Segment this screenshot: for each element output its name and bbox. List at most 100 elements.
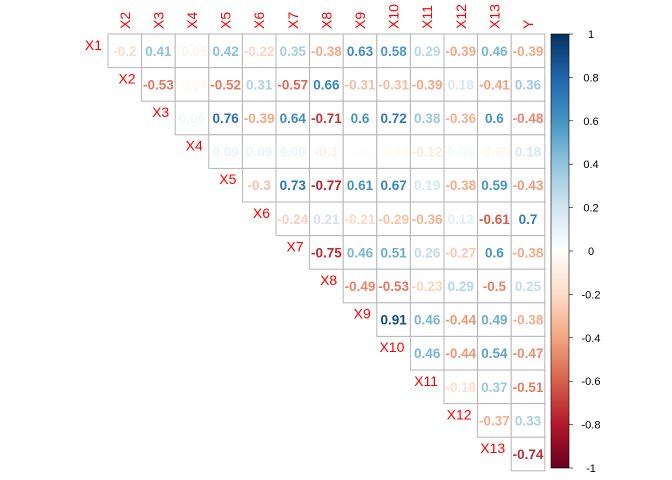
cell-value-x7-x9: 0.46: [347, 245, 374, 260]
cell-value-x11-x12: -0.18: [445, 380, 476, 395]
row-label-x10: X10: [379, 339, 404, 355]
cell-value-x1-x9: 0.63: [347, 44, 374, 59]
cell-value-x3-x13: 0.6: [485, 111, 504, 126]
cell-x3-x5: [208, 100, 243, 136]
cell-value-x5-x9: 0.61: [347, 178, 374, 193]
cell-value-x1-y: -0.39: [513, 44, 544, 59]
colorbar-tick-label: -0.8: [582, 420, 601, 432]
column-label-x9: X9: [352, 12, 368, 29]
cell-x10-x13: [477, 335, 512, 371]
colorbar-tick-label: -0.4: [582, 333, 601, 345]
cell-x8-x11: [409, 268, 445, 304]
cell-value-x5-x8: -0.77: [311, 178, 342, 193]
cell-x5-x12: [443, 167, 479, 203]
cell-x6-x7: [275, 201, 311, 237]
cell-value-x4-x9: -0.01: [345, 145, 376, 160]
cell-value-x1-x10: 0.58: [380, 44, 407, 59]
cell-x11-x13: [477, 369, 512, 405]
cell-value-x4-x8: -0.1: [315, 145, 339, 160]
cell-value-x1-x11: 0.29: [414, 44, 440, 59]
row-label-x12: X12: [447, 406, 472, 422]
cell-value-x10-x13: 0.54: [481, 346, 508, 361]
cell-value-x2-x13: -0.41: [479, 77, 510, 92]
cell-value-x10-x11: 0.46: [414, 346, 441, 361]
cell-x9-x10: [376, 302, 411, 337]
cell-x7-x11: [409, 235, 445, 270]
colorbar-tick-label: -0.6: [582, 376, 601, 388]
row-label-x2: X2: [118, 70, 135, 86]
colorbar-tick-label: 0.4: [583, 159, 598, 171]
cell-x11-x12: [443, 369, 479, 405]
cell-x5-x10: [376, 167, 411, 203]
colorbar-tick-label: -1: [586, 463, 596, 475]
cell-value-x6-x10: -0.29: [378, 212, 409, 227]
cell-x13-y: [510, 436, 546, 472]
cell-value-x8-x11: -0.23: [412, 279, 443, 294]
row-label-x4: X4: [186, 138, 203, 154]
cell-value-x2-x6: 0.31: [246, 77, 273, 92]
cell-x4-y: [510, 134, 546, 169]
cell-value-x3-x5: 0.76: [212, 111, 239, 126]
cell-value-x9-x10: 0.91: [380, 313, 407, 328]
cell-x9-y: [510, 302, 546, 337]
cell-value-x4-x6: 0.09: [246, 145, 272, 160]
cell-x1-x3: [141, 33, 176, 69]
cell-x2-x8: [309, 67, 344, 102]
cell-x9-x12: [443, 302, 479, 337]
cell-x8-y: [510, 268, 546, 304]
cell-value-x8-y: 0.25: [515, 279, 542, 294]
cell-value-x3-x11: 0.38: [414, 111, 441, 126]
cell-value-x5-x10: 0.67: [380, 178, 406, 193]
cell-value-x1-x6: -0.22: [244, 44, 275, 59]
cell-value-x10-y: -0.47: [513, 346, 544, 361]
cell-value-x5-x12: -0.38: [445, 178, 476, 193]
cell-value-x2-x3: -0.53: [143, 77, 174, 92]
cell-x2-x6: [241, 67, 277, 102]
column-label-y: Y: [520, 19, 536, 29]
column-labels: X2 X3 X4 X5 X6 X7 X8 X9 X10 X11 X12 X13 Y: [117, 4, 536, 29]
cell-x2-x10: [376, 67, 411, 102]
cell-value-x9-y: -0.38: [513, 313, 544, 328]
cell-value-x7-y: -0.38: [513, 245, 544, 260]
colorbar-tick-label: 0.8: [583, 72, 598, 84]
column-label-x7: X7: [285, 12, 301, 29]
colorbar-ticks: 1 0.8 0.6 0.4 0.2 0 -0.2 -0.4 -0.6 -0.8 -1: [569, 29, 600, 475]
cell-x1-x2: [107, 33, 143, 69]
cell-x6-x12: [443, 201, 479, 237]
cell-x2-x11: [409, 67, 445, 102]
cell-value-x3-x8: -0.71: [311, 111, 342, 126]
colorbar-gradient: [550, 33, 570, 469]
cell-value-x13-y: -0.74: [513, 447, 544, 462]
cell-x9-x11: [409, 302, 445, 337]
column-label-x12: X12: [453, 4, 469, 29]
cell-value-x5-x11: 0.19: [414, 178, 440, 193]
cell-value-x1-x3: 0.41: [145, 44, 172, 59]
cell-x8-x12: [443, 268, 479, 304]
cell-x5-y: [510, 167, 546, 203]
cell-value-x5-x7: 0.73: [280, 178, 307, 193]
cell-value-x6-y: 0.7: [519, 212, 538, 227]
cell-value-x12-y: 0.33: [515, 413, 542, 428]
row-label-x7: X7: [286, 238, 303, 254]
cell-value-x11-x13: 0.37: [481, 380, 507, 395]
cell-value-x1-x7: 0.35: [280, 44, 307, 59]
cell-x7-x13: [477, 235, 512, 270]
cell-value-x8-x13: -0.5: [483, 279, 507, 294]
cell-value-x2-x11: -0.39: [412, 77, 443, 92]
cell-value-x6-x13: -0.61: [479, 212, 510, 227]
cell-value-x2-x7: -0.57: [277, 77, 308, 92]
colorbar-tick-label: 0.6: [583, 116, 598, 128]
cell-x5-x8: [309, 167, 344, 203]
row-label-x1: X1: [85, 37, 102, 53]
cell-value-x3-x10: 0.72: [380, 111, 406, 126]
cell-value-x4-x7: 0.09: [280, 145, 306, 160]
cell-x2-x5: [208, 67, 243, 102]
cell-x7-x10: [376, 235, 411, 270]
cell-value-x4-x13: -0.05: [479, 145, 510, 160]
cell-value-x3-x7: 0.64: [280, 111, 307, 126]
cell-value-x6-x11: -0.36: [412, 212, 443, 227]
cell-value-x2-x4: -0.04: [177, 77, 208, 92]
column-label-x6: X6: [251, 12, 267, 29]
cell-value-x4-x10: -0.04: [378, 145, 409, 160]
row-labels: X1 X2 X3 X4 X5 X6 X7 X8 X9 X10 X11 X12 X13: [85, 37, 506, 456]
